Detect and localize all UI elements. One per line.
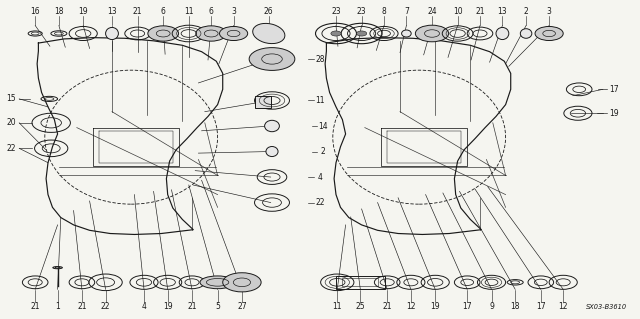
Text: 12: 12 bbox=[406, 302, 415, 311]
Circle shape bbox=[148, 26, 179, 41]
Text: 11: 11 bbox=[333, 302, 342, 311]
Text: 2: 2 bbox=[524, 7, 529, 16]
Bar bbox=[336, 276, 385, 289]
Text: 23: 23 bbox=[356, 7, 367, 16]
Text: 17: 17 bbox=[462, 302, 472, 311]
Text: 19: 19 bbox=[78, 7, 88, 16]
Text: 22: 22 bbox=[6, 144, 15, 153]
Text: 24: 24 bbox=[427, 7, 437, 16]
Ellipse shape bbox=[520, 29, 532, 38]
Text: 17: 17 bbox=[609, 85, 620, 94]
Circle shape bbox=[223, 273, 261, 292]
Text: 16: 16 bbox=[30, 7, 40, 16]
Text: 13: 13 bbox=[107, 7, 117, 16]
Text: 26: 26 bbox=[264, 7, 274, 16]
Text: 5: 5 bbox=[215, 302, 220, 311]
Text: 11: 11 bbox=[316, 96, 324, 105]
Ellipse shape bbox=[496, 27, 509, 40]
Ellipse shape bbox=[402, 30, 412, 37]
Text: 7: 7 bbox=[404, 7, 409, 16]
Text: 18: 18 bbox=[54, 7, 63, 16]
Text: SX03-B3610: SX03-B3610 bbox=[586, 304, 627, 310]
Circle shape bbox=[220, 26, 248, 41]
Circle shape bbox=[196, 26, 227, 41]
Text: 4: 4 bbox=[317, 173, 323, 182]
Text: 1: 1 bbox=[55, 302, 60, 311]
Text: 23: 23 bbox=[331, 7, 341, 16]
Text: 22: 22 bbox=[316, 198, 324, 207]
Text: 14: 14 bbox=[318, 122, 328, 130]
Text: 6: 6 bbox=[209, 7, 214, 16]
Text: 28: 28 bbox=[316, 55, 324, 63]
Text: 25: 25 bbox=[355, 302, 365, 311]
Text: 21: 21 bbox=[133, 7, 142, 16]
Text: 21: 21 bbox=[31, 302, 40, 311]
Text: 8: 8 bbox=[381, 7, 387, 16]
Text: 15: 15 bbox=[6, 94, 16, 103]
Text: 19: 19 bbox=[430, 302, 440, 311]
Circle shape bbox=[356, 31, 367, 36]
Text: 21: 21 bbox=[476, 7, 484, 16]
Text: 3: 3 bbox=[231, 7, 236, 16]
Circle shape bbox=[535, 26, 563, 41]
Text: 18: 18 bbox=[511, 302, 520, 311]
Text: 17: 17 bbox=[536, 302, 546, 311]
Text: 9: 9 bbox=[489, 302, 494, 311]
Text: 20: 20 bbox=[6, 118, 16, 127]
Text: 12: 12 bbox=[559, 302, 568, 311]
Text: 2: 2 bbox=[321, 147, 326, 156]
Text: 19: 19 bbox=[163, 302, 173, 311]
Text: 13: 13 bbox=[497, 7, 508, 16]
Text: 10: 10 bbox=[452, 7, 463, 16]
Text: 21: 21 bbox=[383, 302, 392, 311]
Text: 27: 27 bbox=[237, 302, 247, 311]
Text: 4: 4 bbox=[141, 302, 147, 311]
Bar bbox=[342, 278, 378, 286]
Circle shape bbox=[249, 48, 295, 70]
Ellipse shape bbox=[106, 27, 118, 40]
Ellipse shape bbox=[253, 23, 285, 44]
Ellipse shape bbox=[264, 120, 280, 132]
Text: 11: 11 bbox=[184, 7, 193, 16]
Circle shape bbox=[331, 31, 341, 36]
Text: 21: 21 bbox=[77, 302, 86, 311]
Ellipse shape bbox=[200, 276, 236, 289]
Text: 21: 21 bbox=[188, 302, 196, 311]
Text: 3: 3 bbox=[547, 7, 552, 16]
Text: 19: 19 bbox=[609, 109, 620, 118]
Text: 6: 6 bbox=[161, 7, 166, 16]
Ellipse shape bbox=[266, 146, 278, 157]
Circle shape bbox=[415, 25, 449, 42]
Text: 22: 22 bbox=[101, 302, 110, 311]
Bar bbox=[255, 96, 271, 108]
